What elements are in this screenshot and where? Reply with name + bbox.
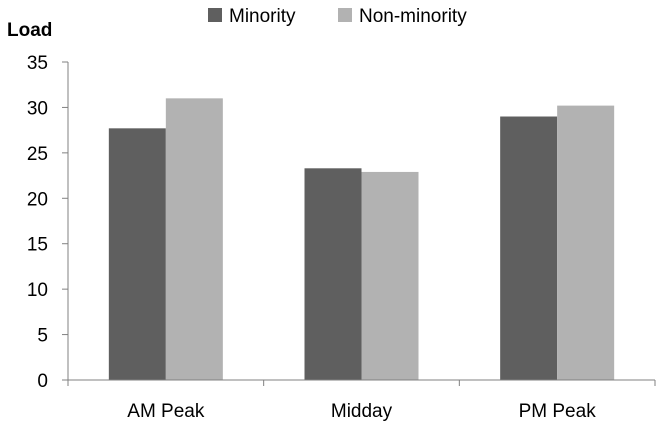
- x-category-label: PM Peak: [519, 401, 597, 422]
- y-tick-label: 5: [37, 326, 48, 347]
- y-tick-label: 15: [27, 235, 48, 256]
- legend-swatch-non-minority: [338, 8, 352, 22]
- bar-non-minority: [557, 105, 615, 381]
- y-tick-label: 25: [27, 144, 48, 165]
- y-tick-label: 0: [37, 371, 48, 392]
- y-tick-label: 10: [27, 280, 48, 301]
- y-axis: 0 5 10 15 20 25 30 35: [27, 53, 69, 392]
- x-category-label: Midday: [331, 401, 393, 422]
- bar-minority: [304, 168, 362, 380]
- y-tick-label: 20: [27, 189, 48, 210]
- legend-label-minority: Minority: [229, 6, 296, 27]
- bars: [108, 98, 615, 381]
- y-tick-label: 35: [27, 53, 48, 74]
- legend-swatch-minority: [208, 8, 222, 22]
- bar-minority: [500, 116, 558, 380]
- y-tick-label: 30: [27, 98, 48, 119]
- bar-non-minority: [165, 98, 223, 380]
- legend-label-non-minority: Non-minority: [359, 6, 467, 27]
- bar-minority: [108, 128, 166, 380]
- x-category-label: AM Peak: [127, 401, 205, 422]
- x-axis: AM Peak Midday PM Peak: [67, 379, 656, 422]
- y-axis-title: Load: [7, 20, 52, 41]
- legend: Minority Non-minority: [208, 6, 467, 27]
- bar-non-minority: [361, 171, 419, 380]
